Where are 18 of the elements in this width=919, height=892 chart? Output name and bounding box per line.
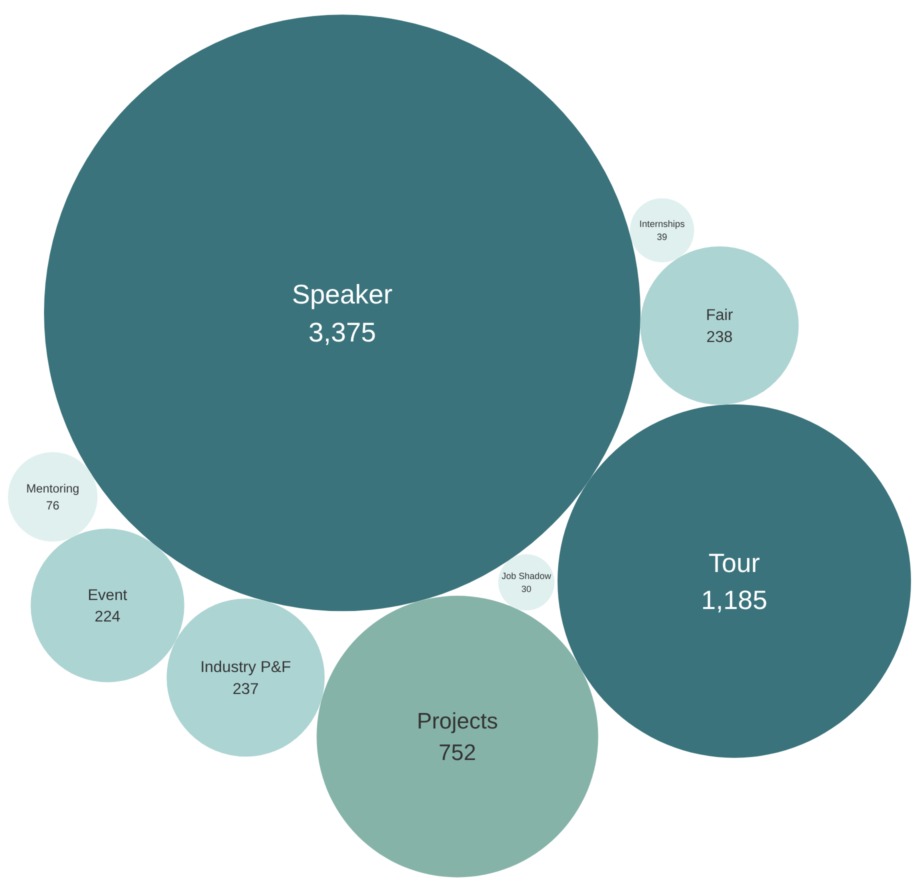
category-label: Projects — [416, 708, 498, 734]
data-label: 30 — [521, 584, 532, 594]
category-label: Tour — [708, 548, 760, 578]
data-label: 76 — [46, 498, 60, 512]
data-label: 752 — [438, 740, 476, 766]
category-label: Job Shadow — [502, 571, 552, 582]
category-label: Speaker — [292, 279, 393, 310]
data-label: 1,185 — [701, 584, 768, 615]
category-label: Industry P&F — [200, 659, 291, 676]
data-label: 39 — [656, 232, 668, 242]
data-label: 3,375 — [308, 317, 376, 348]
data-label: 237 — [232, 681, 259, 698]
category-label: Event — [88, 587, 128, 604]
category-label: Internships — [639, 219, 686, 230]
category-label: Fair — [706, 307, 734, 324]
data-label: 238 — [706, 329, 733, 346]
data-label: 224 — [94, 608, 121, 626]
category-label: Mentoring — [26, 482, 80, 496]
